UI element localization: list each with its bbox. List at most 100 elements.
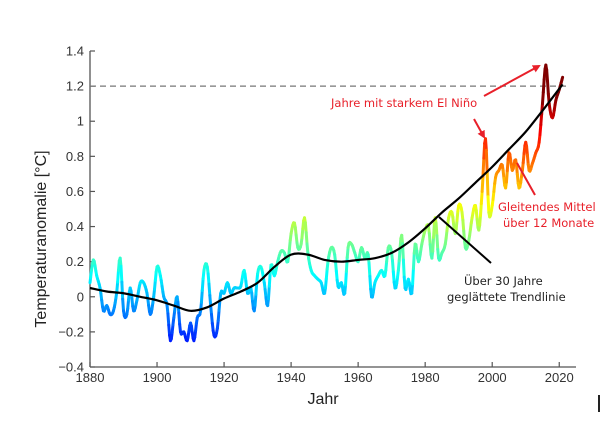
running-mean-segment [521, 151, 526, 165]
running-mean-segment [546, 79, 550, 96]
running-mean-segment [538, 123, 543, 137]
running-mean-segment [119, 264, 124, 284]
annotations: Jahre mit starkem El Niño Gleitendes Mit… [330, 65, 596, 304]
running-mean-segment [206, 272, 211, 286]
running-mean-segment [515, 163, 519, 176]
y-tick-label: −0.4 [58, 360, 84, 375]
running-mean-segment [153, 278, 157, 291]
running-mean-segment [300, 227, 305, 240]
annotation-el-nino-arrow-1998 [473, 118, 485, 139]
y-tick-label: 0.8 [66, 149, 84, 164]
running-mean-segment [540, 90, 545, 106]
x-tick-label: 1900 [143, 370, 172, 385]
running-mean-segment [411, 251, 416, 270]
running-mean-segment [390, 259, 395, 274]
annotation-running-mean-pointer [516, 162, 536, 196]
running-mean-segment [427, 232, 432, 247]
running-mean-segment [428, 243, 433, 256]
running-mean-segment [167, 323, 172, 337]
running-mean-segment [455, 209, 460, 222]
running-mean-segment [434, 221, 439, 238]
running-mean-segment [461, 218, 466, 233]
running-mean-segment [166, 312, 171, 327]
running-mean-segment [541, 78, 546, 94]
running-mean-segment [120, 280, 125, 301]
running-mean-segment [401, 258, 406, 279]
annotation-trend-line-2: geglättete Trendlinie [447, 290, 566, 304]
running-mean-segment [542, 67, 547, 82]
x-tick-label: 1940 [277, 370, 306, 385]
x-tick-label: 1920 [210, 370, 239, 385]
running-mean-segment [344, 269, 348, 287]
x-tick-label: 2000 [478, 370, 507, 385]
running-mean-segment [396, 259, 401, 272]
running-mean-segment [200, 277, 205, 292]
running-mean-segment [334, 260, 338, 273]
running-mean-segment [324, 267, 329, 281]
running-mean-segment [207, 282, 212, 298]
annotation-trend-line-1: Über 30 Jahre [464, 272, 543, 288]
running-mean-segment [411, 266, 415, 286]
x-axis-title: Jahr [307, 391, 339, 408]
running-mean-segment [368, 274, 373, 291]
running-mean-segment [480, 174, 485, 193]
running-mean-segment [545, 68, 550, 83]
running-mean-segment [367, 261, 372, 278]
running-mean-segment [478, 214, 482, 227]
annotation-running-mean-line-2: über 12 Monate [503, 216, 594, 230]
x-tick-label: 1980 [411, 370, 440, 385]
running-mean-segment [410, 282, 415, 295]
running-mean-segment [539, 112, 544, 127]
running-mean-segment [484, 148, 489, 175]
annotation-el-nino: Jahre mit starkem El Niño [330, 96, 477, 110]
running-mean-segment [397, 247, 402, 263]
x-tick-label: 2020 [545, 370, 574, 385]
y-tick-label: 0 [77, 289, 84, 304]
running-mean-segment [216, 308, 221, 323]
y-tick-label: 1 [77, 114, 84, 129]
y-tick-label: 1.2 [66, 79, 84, 94]
running-mean-segment [391, 270, 396, 284]
annotation-trend-pointer [438, 216, 492, 264]
running-mean-segment [266, 284, 271, 301]
annotation-el-nino-arrow-2016 [483, 65, 541, 97]
running-mean-segment [505, 157, 510, 173]
series-trend-line [89, 83, 564, 312]
series-layer [88, 63, 565, 343]
running-mean-segment [177, 311, 182, 326]
running-mean-segment [479, 189, 484, 206]
x-tick-label: 1960 [344, 370, 373, 385]
running-mean-segment [344, 255, 349, 273]
y-tick-label: 0.4 [66, 219, 84, 234]
y-tick-label: 0.2 [66, 254, 84, 269]
running-mean-segment [267, 271, 272, 288]
running-mean-segment [334, 269, 339, 282]
running-mean-segment [305, 242, 310, 255]
running-mean-segment [402, 275, 407, 290]
running-mean-segment [486, 195, 491, 215]
axes: −0.4 −0.2 0 0.2 0.4 0.6 0.8 1 1.2 1.4 1880 1900 1920… [33, 44, 576, 408]
running-mean-segment [435, 234, 440, 251]
annotation-running-mean-line-1: Gleitendes Mittel [498, 200, 596, 214]
running-mean-segment [525, 153, 530, 167]
y-tick-label: −0.2 [58, 324, 84, 339]
running-mean-segment [485, 171, 490, 199]
running-mean-segment [431, 235, 436, 253]
running-mean-segment [208, 294, 213, 308]
x-tick-label: 1880 [76, 370, 105, 385]
edge-artifact [598, 395, 600, 412]
y-tick-label: 0.6 [66, 184, 84, 199]
running-mean-segment [304, 231, 309, 246]
running-mean-segment [199, 288, 204, 304]
running-mean-segment [484, 137, 488, 152]
running-mean-segment [121, 297, 126, 313]
running-mean-segment [116, 268, 120, 284]
y-tick-label: 1.4 [66, 44, 84, 59]
running-mean-segment [115, 280, 120, 294]
running-mean-segment [303, 221, 308, 235]
y-axis-title: Temperaturanomalie [°C] [33, 150, 50, 327]
running-mean-segment [504, 169, 509, 184]
running-mean-segment [432, 222, 436, 239]
running-mean-segment [481, 156, 486, 178]
